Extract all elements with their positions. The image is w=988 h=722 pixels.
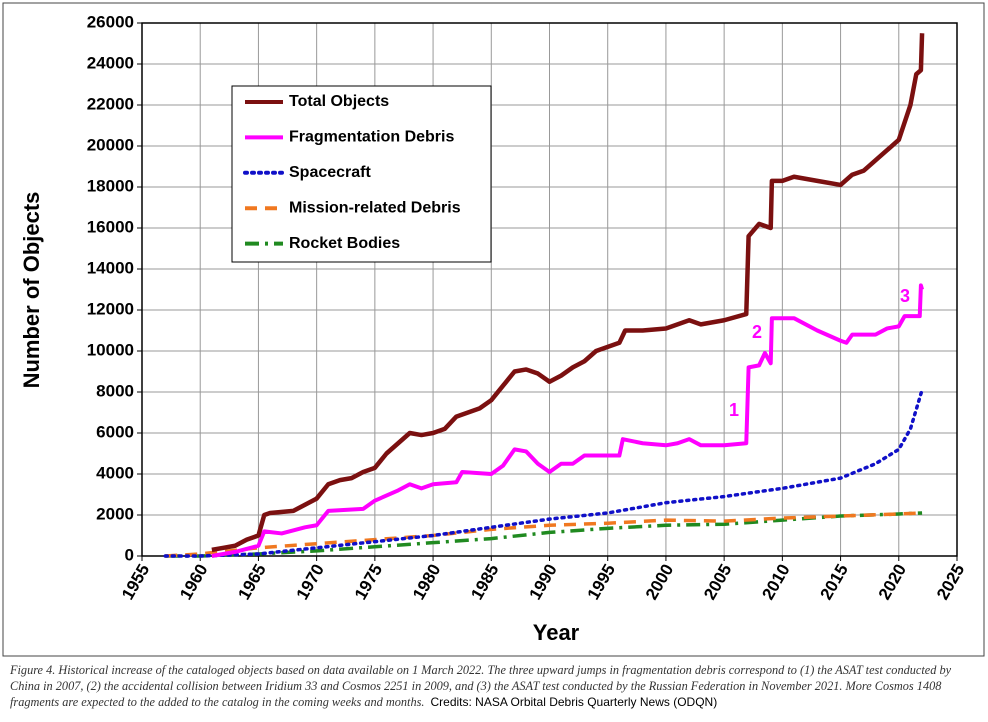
x-tick-label: 1990 bbox=[525, 561, 560, 603]
caption-text: Figure 4. Historical increase of the cat… bbox=[10, 663, 952, 709]
legend-label: Fragmentation Debris bbox=[289, 129, 454, 146]
chart: Year Number of Objects 0 2000 4000 6000 8000… bbox=[2, 2, 985, 657]
series-line bbox=[211, 283, 924, 558]
frame bbox=[2, 2, 985, 657]
annotation: 3 bbox=[900, 286, 910, 306]
legend-label: Spacecraft bbox=[289, 164, 371, 181]
x-tick-label: 2015 bbox=[817, 561, 852, 603]
y-tick-label: 12000 bbox=[87, 299, 134, 318]
plot-area bbox=[141, 22, 958, 557]
legend-label: Mission-related Debris bbox=[289, 199, 461, 216]
series-line bbox=[165, 511, 923, 558]
y-tick-label: 18000 bbox=[87, 176, 134, 195]
y-tick-label: 4000 bbox=[96, 463, 134, 482]
y-tick-label: 16000 bbox=[87, 217, 134, 236]
y-tick-label: 26000 bbox=[87, 12, 134, 31]
x-tick-label: 1955 bbox=[118, 561, 153, 603]
x-tick-label: 2010 bbox=[758, 561, 793, 603]
x-tick-label: 2005 bbox=[700, 561, 735, 603]
x-tick-label: 2025 bbox=[933, 561, 968, 603]
y-tick-label: 10000 bbox=[87, 340, 134, 359]
x-tick-label: 1975 bbox=[351, 561, 386, 603]
series-line bbox=[163, 388, 924, 558]
x-tick-label: 1970 bbox=[293, 561, 328, 603]
series-line bbox=[211, 33, 925, 553]
legend-label: Rocket Bodies bbox=[289, 235, 400, 252]
x-tick-label: 1995 bbox=[584, 561, 619, 603]
y-tick-label: 0 bbox=[125, 545, 134, 564]
x-tick-label: 1965 bbox=[234, 561, 269, 603]
x-tick-label: 2020 bbox=[875, 561, 910, 603]
y-tick-label: 6000 bbox=[96, 422, 134, 441]
credits: Credits: NASA Orbital Debris Quarterly N… bbox=[430, 695, 718, 709]
x-tick-label: 2000 bbox=[642, 561, 677, 603]
series-line bbox=[165, 511, 923, 558]
caption: Figure 4. Historical increase of the cat… bbox=[10, 662, 980, 710]
y-tick-label: 22000 bbox=[87, 94, 134, 113]
y-tick-label: 20000 bbox=[87, 135, 134, 154]
y-tick-label: 24000 bbox=[87, 53, 134, 72]
x-tick-label: 1980 bbox=[409, 561, 444, 603]
x-axis-title: Year bbox=[533, 620, 580, 645]
annotation: 2 bbox=[752, 322, 762, 342]
y-tick-label: 8000 bbox=[96, 381, 134, 400]
x-tick-label: 1985 bbox=[467, 561, 502, 603]
annotation: 1 bbox=[729, 400, 739, 420]
y-axis-title: Number of Objects bbox=[19, 192, 44, 389]
y-tick-label: 14000 bbox=[87, 258, 134, 277]
y-tick-label: 2000 bbox=[96, 504, 134, 523]
x-tick-label: 1960 bbox=[176, 561, 211, 603]
legend-label: Total Objects bbox=[289, 93, 389, 110]
